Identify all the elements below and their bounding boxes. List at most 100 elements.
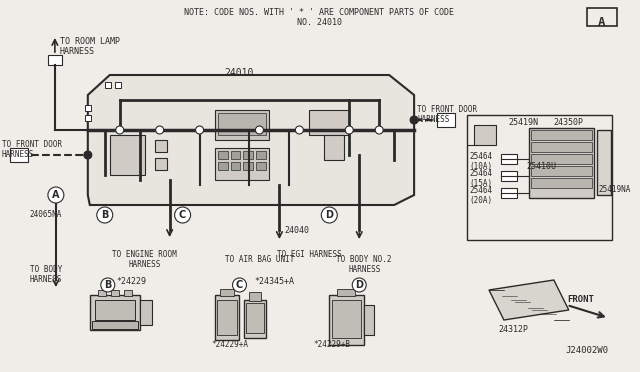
Bar <box>501 171 517 181</box>
Bar <box>230 151 241 159</box>
Text: TO AIR BAG UNIT: TO AIR BAG UNIT <box>225 255 294 264</box>
Circle shape <box>116 126 124 134</box>
Text: TO FRONT DOOR
HARNESS: TO FRONT DOOR HARNESS <box>417 105 477 124</box>
Text: 24040: 24040 <box>284 225 309 234</box>
Bar <box>214 148 269 180</box>
Text: *24229+B: *24229+B <box>314 340 351 349</box>
Bar <box>501 188 517 198</box>
Bar <box>257 162 266 170</box>
Text: A: A <box>52 190 60 200</box>
Bar <box>531 130 592 140</box>
Text: J24002W0: J24002W0 <box>566 346 609 355</box>
Text: *24345+A: *24345+A <box>255 278 294 286</box>
Bar <box>155 158 166 170</box>
Circle shape <box>296 126 303 134</box>
Circle shape <box>100 278 115 292</box>
Text: NOTE: CODE NOS. WITH ' * ' ARE COMPONENT PARTS OF CODE
NO. 24010: NOTE: CODE NOS. WITH ' * ' ARE COMPONENT… <box>184 8 454 28</box>
Bar <box>230 162 241 170</box>
Text: B: B <box>101 210 108 220</box>
Text: 25410U: 25410U <box>527 162 557 171</box>
Bar <box>531 178 592 188</box>
Text: 24350P: 24350P <box>554 118 584 127</box>
Bar <box>529 128 594 198</box>
Bar <box>587 8 617 26</box>
Circle shape <box>410 116 418 124</box>
Bar <box>95 300 134 320</box>
Circle shape <box>232 278 246 292</box>
Bar <box>332 300 361 338</box>
Text: 25464
(15A): 25464 (15A) <box>469 169 492 188</box>
Bar <box>85 105 91 111</box>
Text: FRONT: FRONT <box>567 295 594 305</box>
Bar <box>218 151 227 159</box>
Text: TO BODY
HARNESS: TO BODY HARNESS <box>30 265 62 285</box>
Text: TO BODY NO.2
HARNESS: TO BODY NO.2 HARNESS <box>337 255 392 275</box>
Bar <box>243 162 253 170</box>
Bar <box>214 110 269 140</box>
Circle shape <box>156 126 164 134</box>
Circle shape <box>84 151 92 159</box>
Bar <box>214 295 239 340</box>
Circle shape <box>175 207 191 223</box>
Bar <box>140 300 152 325</box>
Text: C: C <box>236 280 243 290</box>
Circle shape <box>97 207 113 223</box>
Bar <box>244 300 266 338</box>
Circle shape <box>196 126 204 134</box>
Bar <box>250 292 261 301</box>
Text: TO ROOM LAMP
HARNESS: TO ROOM LAMP HARNESS <box>60 37 120 57</box>
Text: 24312P: 24312P <box>499 325 529 334</box>
Bar <box>309 110 349 135</box>
Bar <box>467 115 612 240</box>
Text: 25419N: 25419N <box>509 118 539 127</box>
Bar <box>324 135 344 160</box>
Text: D: D <box>355 280 364 290</box>
Bar <box>111 290 119 296</box>
Text: A: A <box>598 16 605 29</box>
Text: B: B <box>104 280 111 290</box>
Bar <box>98 290 106 296</box>
Bar <box>220 289 234 296</box>
Bar <box>531 154 592 164</box>
Bar <box>124 290 132 296</box>
Bar <box>474 125 496 145</box>
Circle shape <box>321 207 337 223</box>
Bar <box>330 295 364 345</box>
Bar <box>218 162 227 170</box>
Bar <box>48 55 62 65</box>
Text: TO ENGINE ROOM
HARNESS: TO ENGINE ROOM HARNESS <box>112 250 177 269</box>
Bar <box>337 289 355 296</box>
Bar <box>105 82 111 88</box>
Bar <box>246 303 264 333</box>
Bar <box>531 142 592 152</box>
Bar <box>501 154 517 164</box>
Text: *24229: *24229 <box>116 278 147 286</box>
Bar <box>364 305 374 335</box>
Bar <box>92 321 138 329</box>
Text: *24229+A: *24229+A <box>211 340 248 349</box>
Bar <box>218 113 266 135</box>
Bar <box>90 295 140 330</box>
Bar <box>110 135 145 175</box>
Bar <box>85 115 91 121</box>
Circle shape <box>375 126 383 134</box>
Bar <box>115 82 121 88</box>
Text: 25419NA: 25419NA <box>598 185 631 194</box>
Circle shape <box>255 126 264 134</box>
Bar <box>596 130 611 195</box>
Text: TO FRONT DOOR
HARNESS: TO FRONT DOOR HARNESS <box>2 140 62 159</box>
Polygon shape <box>88 75 414 205</box>
Bar <box>243 151 253 159</box>
Bar <box>257 151 266 159</box>
Polygon shape <box>489 280 569 320</box>
Bar <box>216 300 237 335</box>
Text: 25464
(10A): 25464 (10A) <box>469 152 492 171</box>
Text: C: C <box>179 210 186 220</box>
Text: D: D <box>325 210 333 220</box>
Bar <box>437 113 455 127</box>
Text: TO EGI HARNESS: TO EGI HARNESS <box>277 250 342 259</box>
Bar <box>531 166 592 176</box>
Bar <box>155 140 166 152</box>
Circle shape <box>345 126 353 134</box>
Text: 25464
(20A): 25464 (20A) <box>469 186 492 205</box>
